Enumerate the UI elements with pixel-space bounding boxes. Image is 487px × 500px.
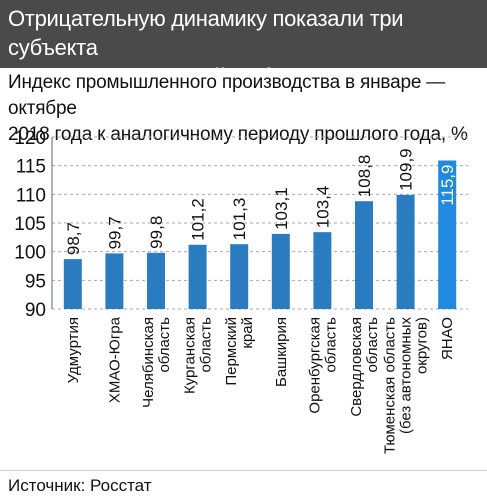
bar-value-label: 101,2 [189, 198, 208, 241]
y-tick-label: 120 [14, 128, 46, 149]
bar [355, 201, 373, 309]
bar-value-label: 103,4 [313, 186, 332, 229]
chart-subtitle: Индекс промышленного производства в янва… [8, 70, 478, 148]
y-tick-label: 105 [14, 214, 46, 235]
x-tick-label: Курганскаяобласть [182, 317, 215, 394]
x-tick-label: Пермскийкрай [223, 317, 256, 386]
bar-value-label: 103,1 [272, 187, 291, 230]
chart-title-line-2: РФ Урала и Западной Сибири из десяти [8, 64, 410, 89]
chart-subtitle-line-1: Индекс промышленного производства в янва… [8, 72, 446, 119]
bar-value-label: 101,3 [230, 198, 249, 241]
bar [438, 160, 457, 309]
bar [105, 253, 124, 309]
bar-value-label: 99,8 [147, 216, 166, 249]
y-tick-label: 110 [16, 185, 46, 206]
bar [396, 194, 415, 309]
bar-value-label: 99,7 [105, 216, 124, 249]
bar [188, 244, 207, 309]
x-tick-label: ХМАО-Югра [106, 316, 123, 403]
y-tick-label: 90 [25, 300, 46, 321]
bar [313, 232, 332, 309]
x-tick-label: Челябинскаяобласть [140, 317, 173, 408]
x-tick-label: ЯНАО [439, 317, 456, 360]
x-tick-label: Тюменская область(без автономныхокругов) [382, 317, 431, 455]
chart-header: Отрицательную динамику показали три субъ… [0, 0, 487, 89]
bar [271, 233, 290, 309]
chart-title-line-1: Отрицательную динамику показали три субъ… [8, 6, 404, 60]
x-tick-label: Башкирия [273, 317, 290, 387]
bar-value-label: 115,9 [438, 165, 457, 206]
bar-value-label: 108,8 [355, 155, 374, 198]
y-tick-label: 100 [14, 243, 46, 264]
bar-value-label: 109,9 [397, 148, 416, 191]
bar [230, 244, 249, 309]
bar-chart: 90 95 100 105 110 115 120 98,7 Удмуртия 99,7 ХМАО-… [14, 128, 468, 455]
x-tick-label: Свердловскаяобласть [348, 317, 381, 417]
x-tick-label: Оренбургскаяобласть [306, 317, 339, 414]
y-tick-label: 95 [25, 271, 46, 292]
bar-value-label: 98,7 [64, 222, 83, 255]
source-note: Источник: Росстат [8, 476, 152, 495]
x-tick-label: Удмуртия [65, 317, 82, 383]
y-tick-label: 115 [16, 157, 46, 178]
chart-footer: Источник: Росстат [0, 470, 487, 500]
bar [63, 259, 82, 309]
bar [147, 252, 165, 309]
chart-subtitle-line-2: 2018 года к аналогичному периоду прошлог… [8, 124, 468, 145]
